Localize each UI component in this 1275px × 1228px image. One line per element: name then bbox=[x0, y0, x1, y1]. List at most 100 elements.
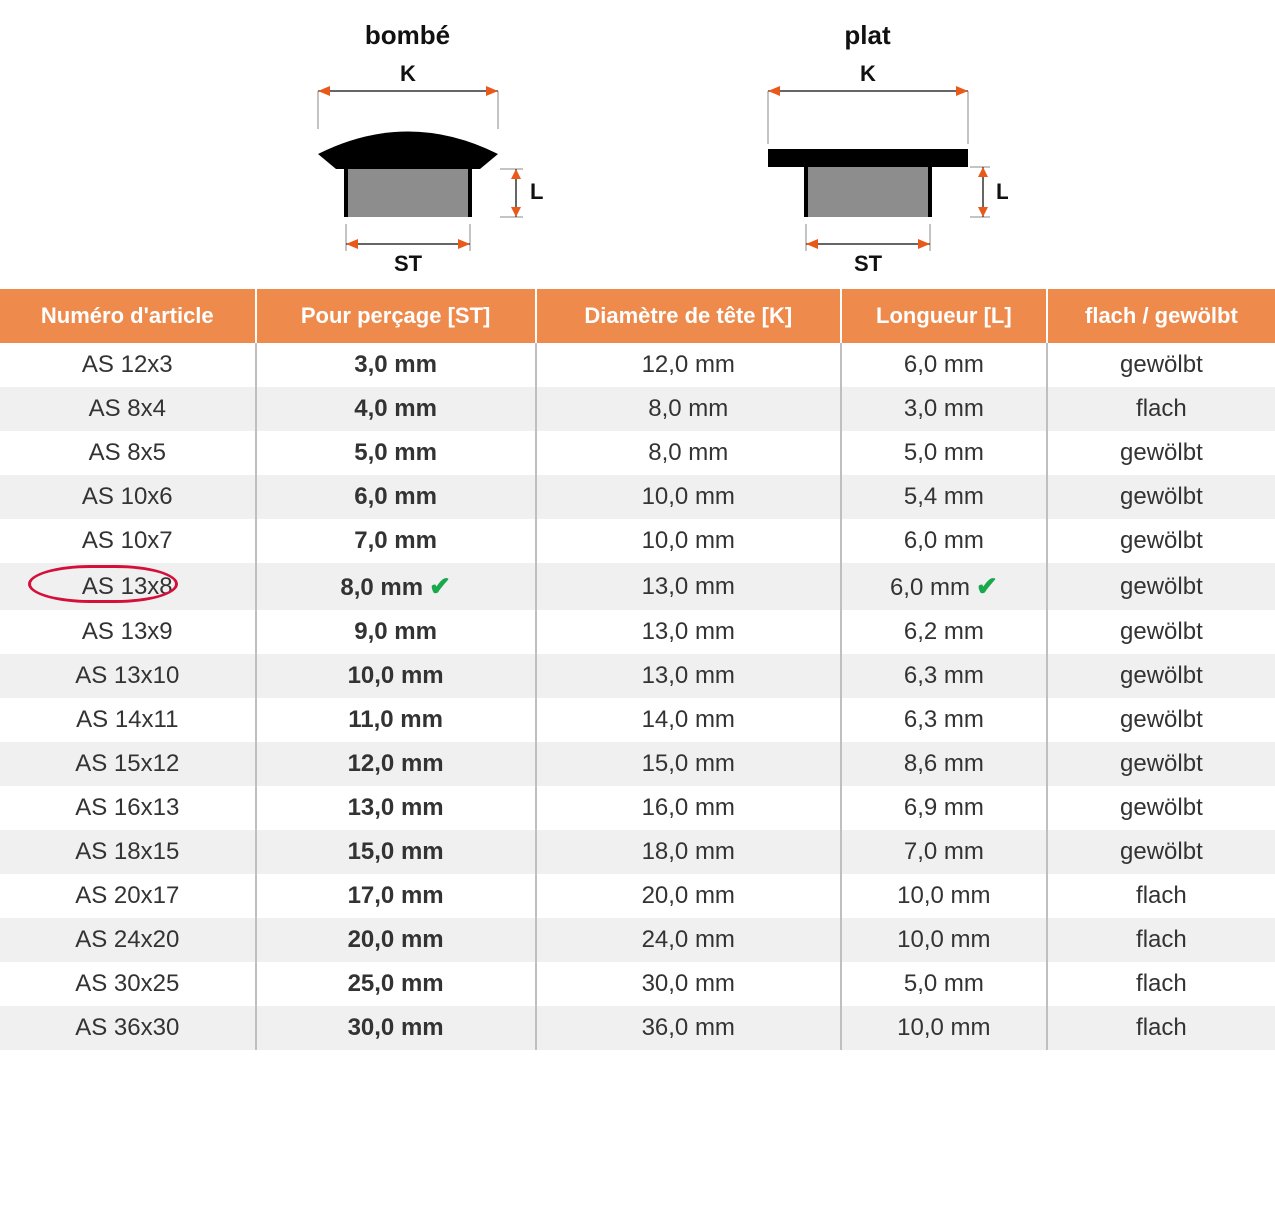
cell-st: 4,0 mm bbox=[256, 387, 536, 431]
cell-l: 10,0 mm bbox=[841, 1006, 1047, 1050]
cell-k: 20,0 mm bbox=[536, 874, 841, 918]
cell-l: 6,2 mm bbox=[841, 610, 1047, 654]
cell-k: 10,0 mm bbox=[536, 475, 841, 519]
table-row: AS 20x1717,0 mm20,0 mm10,0 mmflach bbox=[0, 874, 1275, 918]
cell-type: gewölbt bbox=[1047, 786, 1275, 830]
cell-k: 10,0 mm bbox=[536, 519, 841, 563]
cell-article: AS 30x25 bbox=[0, 962, 256, 1006]
table-row: AS 13x88,0 mm✔13,0 mm6,0 mm✔gewölbt bbox=[0, 563, 1275, 610]
table-row: AS 8x44,0 mm8,0 mm3,0 mmflach bbox=[0, 387, 1275, 431]
cell-type: gewölbt bbox=[1047, 431, 1275, 475]
table-row: AS 12x33,0 mm12,0 mm6,0 mmgewölbt bbox=[0, 343, 1275, 387]
cell-type: gewölbt bbox=[1047, 742, 1275, 786]
cell-l: 6,3 mm bbox=[841, 654, 1047, 698]
table-row: AS 24x2020,0 mm24,0 mm10,0 mmflach bbox=[0, 918, 1275, 962]
cell-type: gewölbt bbox=[1047, 343, 1275, 387]
cell-type: gewölbt bbox=[1047, 563, 1275, 610]
cell-st: 10,0 mm bbox=[256, 654, 536, 698]
diagram-svg-plat: K L ST bbox=[728, 59, 1008, 279]
diagram-title-bombe: bombé bbox=[365, 20, 450, 51]
cell-l: 10,0 mm bbox=[841, 874, 1047, 918]
diagram-title-plat: plat bbox=[844, 20, 890, 51]
table-row: AS 15x1212,0 mm15,0 mm8,6 mmgewölbt bbox=[0, 742, 1275, 786]
cell-l: 6,9 mm bbox=[841, 786, 1047, 830]
cell-l: 5,0 mm bbox=[841, 431, 1047, 475]
cell-article: AS 8x4 bbox=[0, 387, 256, 431]
cell-type: gewölbt bbox=[1047, 610, 1275, 654]
cell-type: gewölbt bbox=[1047, 830, 1275, 874]
cell-k: 16,0 mm bbox=[536, 786, 841, 830]
diagram-bombe: bombé K L bbox=[268, 20, 548, 279]
cell-k: 12,0 mm bbox=[536, 343, 841, 387]
cell-type: gewölbt bbox=[1047, 475, 1275, 519]
cell-k: 8,0 mm bbox=[536, 431, 841, 475]
table-header-row: Numéro d'article Pour perçage [ST] Diamè… bbox=[0, 289, 1275, 343]
cell-article: AS 24x20 bbox=[0, 918, 256, 962]
cell-k: 15,0 mm bbox=[536, 742, 841, 786]
cell-article: AS 13x8 bbox=[0, 563, 256, 610]
diagrams-row: bombé K L bbox=[0, 0, 1275, 289]
check-icon: ✔ bbox=[976, 571, 998, 602]
cell-l: 8,6 mm bbox=[841, 742, 1047, 786]
cell-article: AS 20x17 bbox=[0, 874, 256, 918]
cell-article: AS 16x13 bbox=[0, 786, 256, 830]
check-icon: ✔ bbox=[429, 571, 451, 602]
cell-l: 3,0 mm bbox=[841, 387, 1047, 431]
cell-st: 12,0 mm bbox=[256, 742, 536, 786]
cell-l: 5,0 mm bbox=[841, 962, 1047, 1006]
cell-article: AS 15x12 bbox=[0, 742, 256, 786]
diagram-svg-bombe: K L ST bbox=[268, 59, 548, 279]
col-type: flach / gewölbt bbox=[1047, 289, 1275, 343]
cell-type: flach bbox=[1047, 962, 1275, 1006]
table-row: AS 16x1313,0 mm16,0 mm6,9 mmgewölbt bbox=[0, 786, 1275, 830]
cell-article: AS 8x5 bbox=[0, 431, 256, 475]
cell-l: 6,0 mm bbox=[841, 343, 1047, 387]
cell-st: 6,0 mm bbox=[256, 475, 536, 519]
cell-k: 18,0 mm bbox=[536, 830, 841, 874]
cell-k: 8,0 mm bbox=[536, 387, 841, 431]
cell-type: gewölbt bbox=[1047, 654, 1275, 698]
cell-article: AS 18x15 bbox=[0, 830, 256, 874]
cell-l: 7,0 mm bbox=[841, 830, 1047, 874]
table-row: AS 14x1111,0 mm14,0 mm6,3 mmgewölbt bbox=[0, 698, 1275, 742]
cell-st: 8,0 mm✔ bbox=[256, 563, 536, 610]
cell-st: 30,0 mm bbox=[256, 1006, 536, 1050]
cell-type: flach bbox=[1047, 918, 1275, 962]
cell-k: 14,0 mm bbox=[536, 698, 841, 742]
col-st: Pour perçage [ST] bbox=[256, 289, 536, 343]
cell-type: gewölbt bbox=[1047, 698, 1275, 742]
cell-article: AS 14x11 bbox=[0, 698, 256, 742]
cell-k: 24,0 mm bbox=[536, 918, 841, 962]
table-row: AS 13x1010,0 mm13,0 mm6,3 mmgewölbt bbox=[0, 654, 1275, 698]
cell-type: flach bbox=[1047, 1006, 1275, 1050]
cell-st: 15,0 mm bbox=[256, 830, 536, 874]
col-k: Diamètre de tête [K] bbox=[536, 289, 841, 343]
cell-type: flach bbox=[1047, 387, 1275, 431]
cell-article: AS 13x9 bbox=[0, 610, 256, 654]
label-k: K bbox=[860, 61, 876, 86]
cell-st: 20,0 mm bbox=[256, 918, 536, 962]
cell-article: AS 12x3 bbox=[0, 343, 256, 387]
cell-k: 13,0 mm bbox=[536, 610, 841, 654]
cell-l: 6,3 mm bbox=[841, 698, 1047, 742]
cell-article: AS 36x30 bbox=[0, 1006, 256, 1050]
label-k: K bbox=[400, 61, 416, 86]
cell-st: 17,0 mm bbox=[256, 874, 536, 918]
table-row: AS 18x1515,0 mm18,0 mm7,0 mmgewölbt bbox=[0, 830, 1275, 874]
cell-type: flach bbox=[1047, 874, 1275, 918]
cell-st: 25,0 mm bbox=[256, 962, 536, 1006]
cell-k: 36,0 mm bbox=[536, 1006, 841, 1050]
spec-table: Numéro d'article Pour perçage [ST] Diamè… bbox=[0, 289, 1275, 1050]
cell-l: 5,4 mm bbox=[841, 475, 1047, 519]
cell-type: gewölbt bbox=[1047, 519, 1275, 563]
cell-st: 11,0 mm bbox=[256, 698, 536, 742]
highlight-oval bbox=[28, 565, 178, 603]
cell-st: 3,0 mm bbox=[256, 343, 536, 387]
cell-article: AS 10x7 bbox=[0, 519, 256, 563]
col-l: Longueur [L] bbox=[841, 289, 1047, 343]
cell-k: 30,0 mm bbox=[536, 962, 841, 1006]
label-st: ST bbox=[853, 251, 882, 276]
cell-l: 6,0 mm✔ bbox=[841, 563, 1047, 610]
cell-k: 13,0 mm bbox=[536, 563, 841, 610]
table-row: AS 36x3030,0 mm36,0 mm10,0 mmflach bbox=[0, 1006, 1275, 1050]
